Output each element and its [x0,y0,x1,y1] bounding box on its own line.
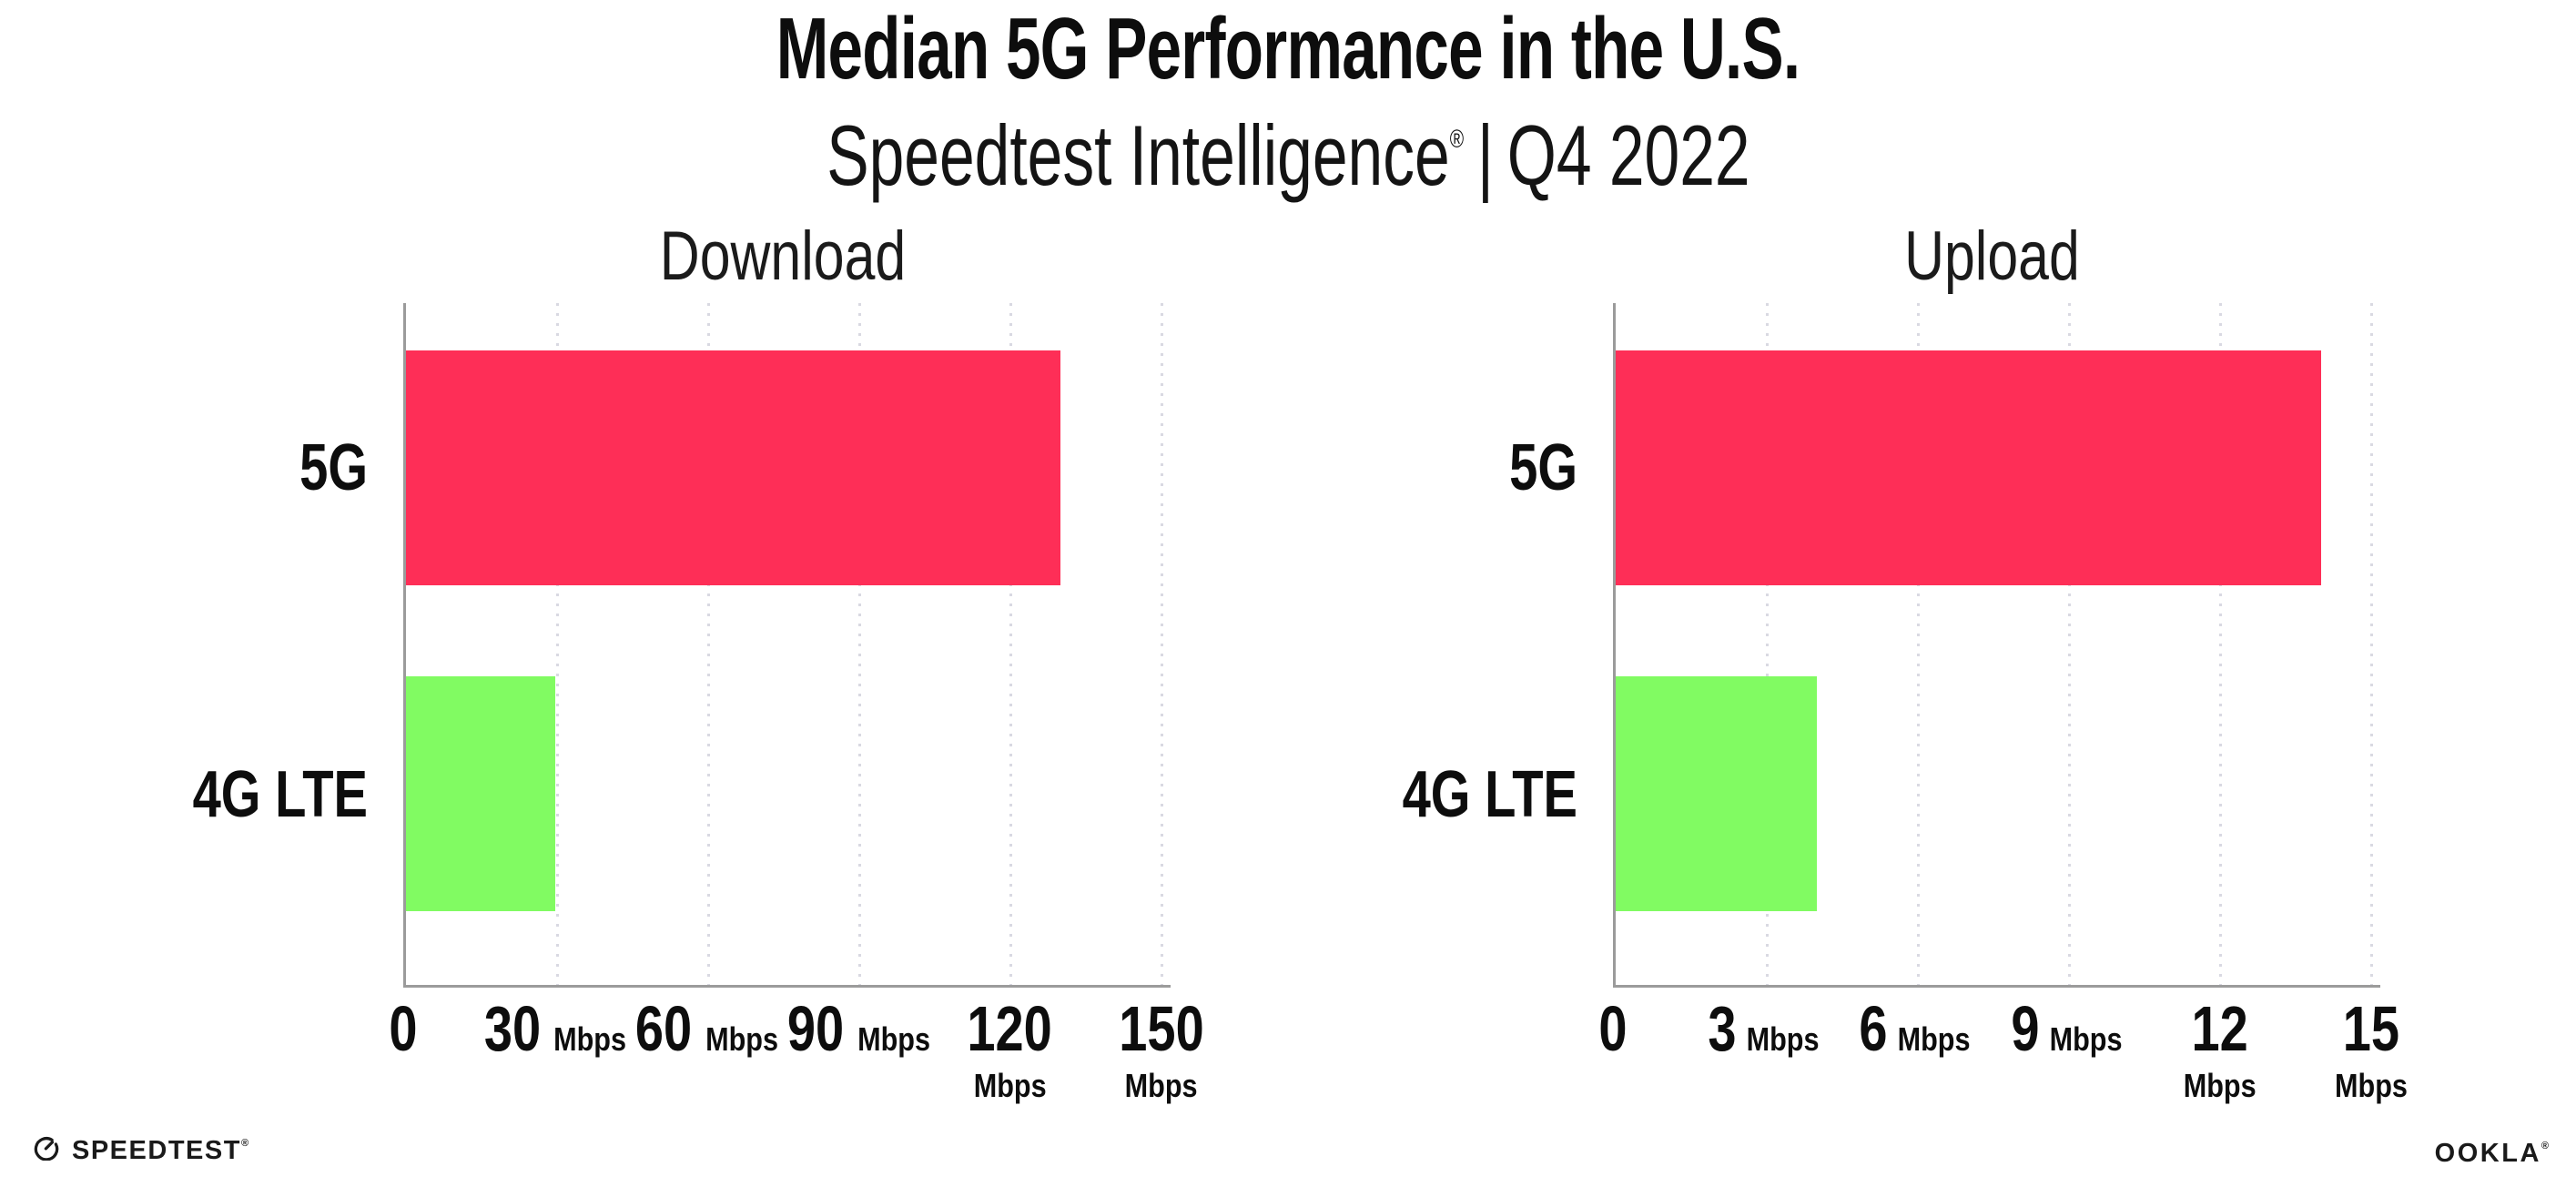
x-tick-unit: Mbps [2183,1067,2257,1104]
subtitle-divider: | [1476,107,1494,203]
x-tick-unit: Mbps [2049,1020,2123,1058]
page-title-text: Median 5G Performance in the U.S. [776,0,1800,97]
ookla-wordmark: OOKLA [2434,1139,2541,1168]
x-tick-unit: Mbps [1897,1020,1971,1058]
upload-chart-title: Upload [1904,218,2080,295]
gridline [1009,303,1012,985]
x-tick: 60 Mbps [628,995,785,1062]
x-tick-value: 0 [389,993,418,1064]
x-tick: 0 [1596,995,1631,1062]
x-tick-value: 120 [967,993,1053,1064]
gridline [706,303,710,985]
x-tick-value: 30 [483,993,541,1064]
upload-x-axis-ticks: 0 3 Mbps 6 Mbps 9 Mbps 12Mbps 15Mbps [1598,995,2408,1131]
x-tick: 90 Mbps [780,995,937,1062]
x-tick: 9 Mbps [2007,995,2128,1062]
download-x-axis-ticks: 0 30 Mbps 60 Mbps 90 Mbps 120Mbps 150Mbps [389,995,1203,1131]
y-category-label-4g-lte: 4G LTE [192,757,368,831]
x-tick-unit: Mbps [857,1020,930,1058]
x-tick-unit: Mbps [705,1020,779,1058]
x-tick-unit: Mbps [553,1020,627,1058]
x-tick-value: 12 [2191,993,2248,1064]
gridline [1160,303,1163,985]
x-tick: 6 Mbps [1856,995,1977,1062]
y-category-label-5g: 5G [1509,431,1577,504]
upload-chart: Upload 0 3 Mbps 6 Mbps 9 Mbps 12Mbps 15Mbps 5G 4G… [1313,212,2453,1141]
x-tick-value: 3 [1708,993,1737,1064]
x-tick-unit: Mbps [1746,1020,1820,1058]
bar-5g-upload [1616,350,2321,585]
bar-5g-download [406,350,1061,585]
x-tick-unit: Mbps [973,1067,1047,1104]
gridline [857,303,861,985]
download-chart-title: Download [659,218,906,295]
upload-plot-area [1613,303,2380,988]
x-tick: 12Mbps [2144,995,2296,1104]
download-plot-area [403,303,1171,988]
subtitle-brand: Speedtest Intelligence [826,107,1450,203]
x-tick-value: 0 [1598,993,1628,1064]
x-tick: 0 [386,995,421,1062]
x-tick: 30 Mbps [477,995,634,1062]
x-tick-unit: Mbps [2335,1067,2408,1104]
subtitle-period: Q4 2022 [1506,107,1750,203]
registered-mark-icon: ® [240,1138,249,1149]
x-tick-value: 6 [1859,993,1888,1064]
gridline [2369,303,2373,985]
y-category-label-5g: 5G [299,431,368,504]
gridline [2067,303,2071,985]
download-chart: Download 0 30 Mbps 60 Mbps 90 Mbps 120Mbps 150Mb… [103,212,1243,1141]
x-tick: 120Mbps [934,995,1086,1104]
x-tick-value: 15 [2342,993,2400,1064]
bar-4g-lte-download [406,676,556,911]
registered-mark-icon: ® [1449,124,1464,153]
x-tick: 15Mbps [2328,995,2414,1104]
x-tick-value: 9 [2011,993,2040,1064]
speedtest-wordmark: SPEEDTEST® [72,1136,249,1165]
x-tick-unit: Mbps [1125,1067,1198,1104]
page-subtitle-text: Speedtest Intelligence® | Q4 2022 [827,91,1749,203]
x-tick-value: 60 [635,993,693,1064]
x-axis-line [403,985,1171,988]
x-tick: 150Mbps [1109,995,1215,1104]
ookla-logo: OOKLA® [2435,1131,2549,1168]
speedtest-gauge-icon [34,1137,59,1161]
x-tick: 3 Mbps [1704,995,1825,1062]
gridline [555,303,559,985]
page-subtitle: Speedtest Intelligence® | Q4 2022 [0,91,2576,203]
registered-mark-icon: ® [2541,1141,2549,1151]
speedtest-logo: SPEEDTEST® [33,1129,248,1165]
x-axis-line [1613,985,2380,988]
x-tick-value: 150 [1119,993,1204,1064]
gridline [1916,303,1920,985]
bar-4g-lte-upload [1616,676,1818,911]
page-title: Median 5G Performance in the U.S. [0,2,2576,96]
gridline [2218,303,2222,985]
y-category-label-4g-lte: 4G LTE [1402,757,1577,831]
x-tick-value: 90 [786,993,844,1064]
gridline [1765,303,1769,985]
